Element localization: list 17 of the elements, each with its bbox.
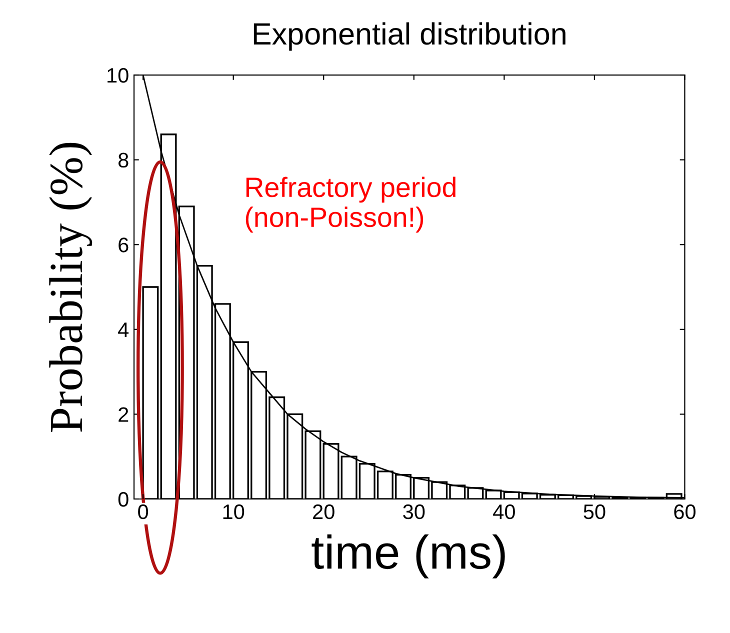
- x-tick-label: 60: [674, 504, 696, 520]
- y-tick-label: 10: [108, 68, 128, 83]
- x-axis-title: time (ms): [312, 534, 505, 578]
- y-tick-label: 6: [118, 238, 128, 252]
- x-tick-label: 10: [223, 504, 244, 520]
- y-axis-title: Probability (%): [49, 142, 92, 432]
- y-tick-label: 4: [118, 322, 129, 337]
- y-tick-label: 0: [118, 492, 128, 507]
- x-tick-label: 40: [493, 504, 515, 520]
- x-tick-label: 20: [313, 504, 334, 520]
- x-tick-label: 50: [584, 504, 606, 520]
- annotation: Refractory period (non-Poisson!): [246, 176, 456, 233]
- x-tick-label: 0: [138, 504, 148, 520]
- y-tick-label: 2: [118, 407, 128, 422]
- chart-title: Exponential distribution: [254, 22, 566, 51]
- x-tick-label: 30: [403, 504, 425, 520]
- y-tick-label: 8: [118, 152, 128, 168]
